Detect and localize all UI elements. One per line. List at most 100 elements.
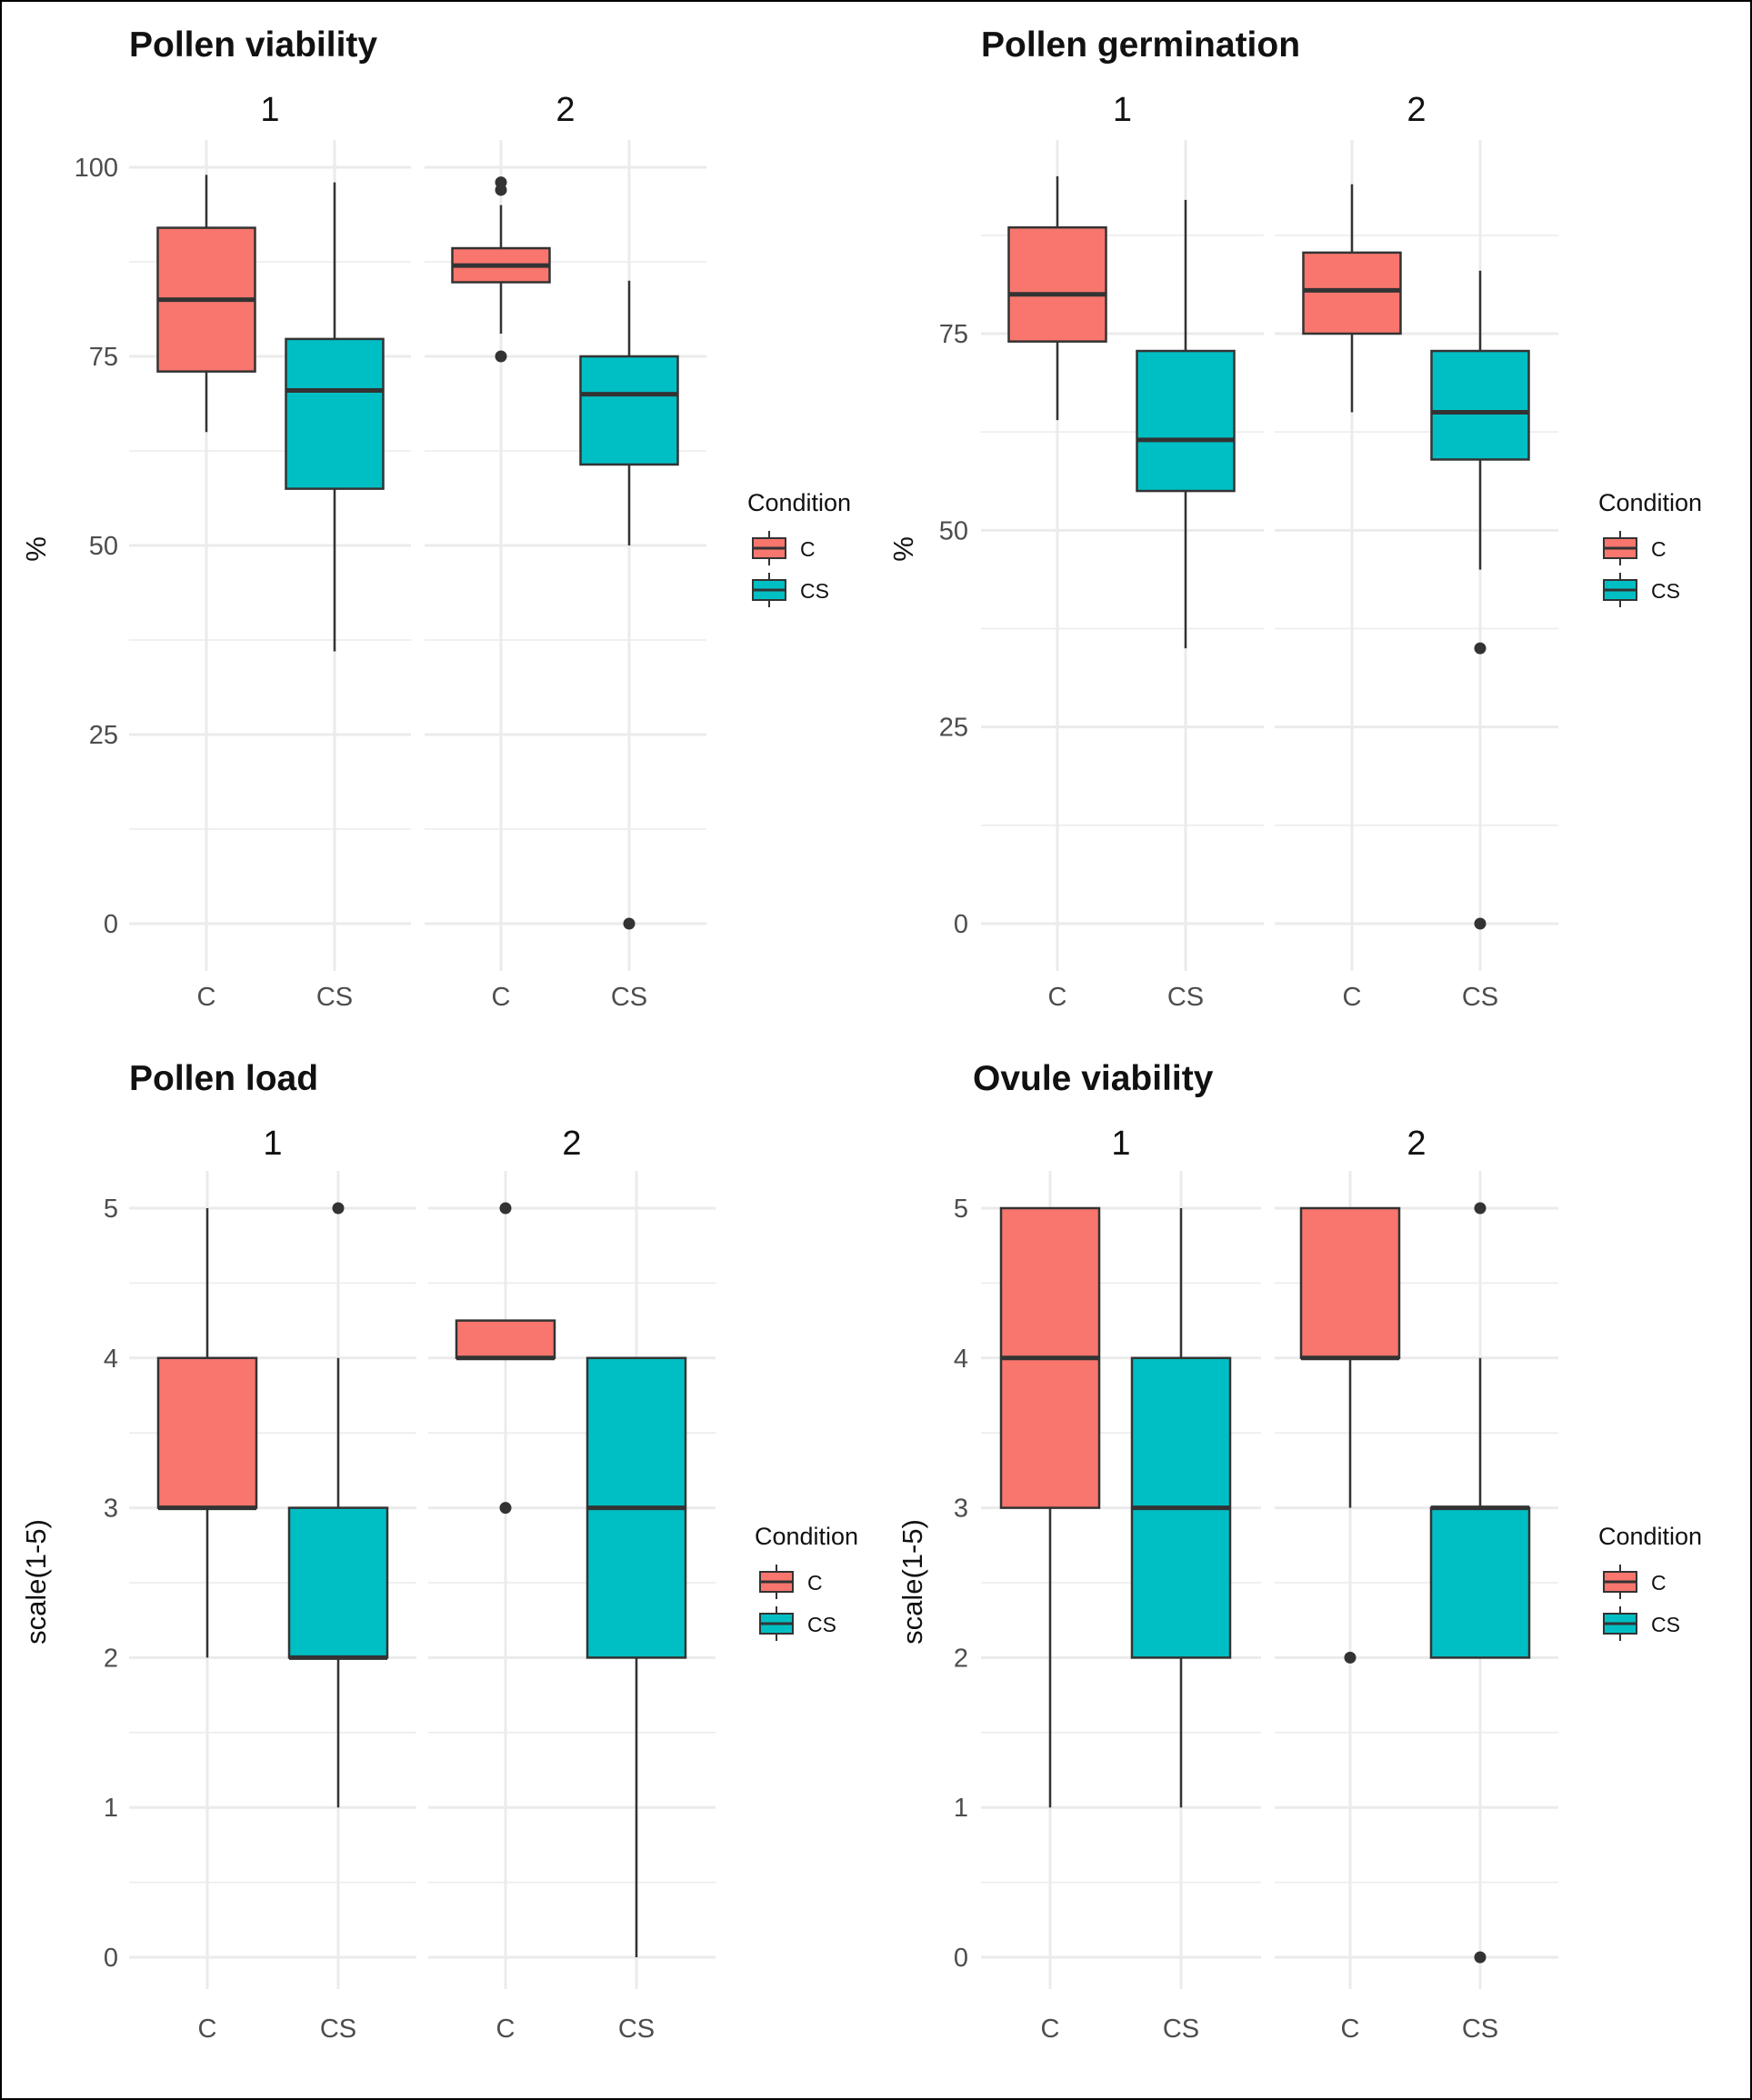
y-tick-label: 0 <box>954 1944 968 1973</box>
x-tick-label: C <box>197 983 216 1012</box>
box-CS <box>1429 1202 1531 1964</box>
legend-entry-CS: CS <box>759 1606 836 1641</box>
legend-title: Condition <box>1598 489 1702 516</box>
box-CS <box>1136 199 1236 649</box>
box-CS <box>287 1202 389 1808</box>
outlier-point <box>332 1202 345 1215</box>
facet-strip-label: 2 <box>556 91 575 129</box>
facet-2: 2 C CS <box>1275 1125 1558 2044</box>
y-tick-label: 3 <box>104 1495 118 1524</box>
outlier-point <box>499 1502 512 1515</box>
y-tick-label: 2 <box>104 1644 118 1673</box>
box-C <box>156 1208 258 1658</box>
y-tick-label: 0 <box>104 1944 118 1973</box>
legend: Condition C CS <box>755 1523 858 1641</box>
box-C <box>1302 184 1402 413</box>
box-C <box>1299 1206 1401 1664</box>
legend-entry-CS: CS <box>1603 1606 1680 1641</box>
legend-label: C <box>800 537 816 561</box>
outlier-point <box>499 1202 512 1215</box>
outlier-point <box>623 917 636 930</box>
facet-1: 1 C CS <box>129 91 411 1012</box>
legend-label: CS <box>807 1613 836 1636</box>
box-C <box>1007 175 1107 421</box>
y-tick-label: 75 <box>939 320 968 349</box>
panel-title: Ovule viability <box>973 1059 1214 1098</box>
legend: Condition C CS <box>1598 1523 1702 1641</box>
x-tick-label: CS <box>611 983 647 1012</box>
y-tick-label: 1 <box>104 1794 118 1823</box>
legend-label: C <box>807 1571 823 1595</box>
panel-title: Pollen load <box>129 1059 318 1098</box>
x-tick-label: C <box>496 2015 516 2044</box>
box-iqr <box>579 355 679 466</box>
x-tick-label: CS <box>316 983 353 1012</box>
y-tick-label: 5 <box>954 1195 968 1224</box>
y-tick-label: 50 <box>939 516 968 545</box>
panel-title: Pollen germination <box>981 25 1300 65</box>
outlier-point <box>495 184 507 196</box>
y-tick-label: 1 <box>954 1794 968 1823</box>
box-iqr <box>455 1319 556 1360</box>
box-CS <box>1130 1208 1232 1808</box>
box-iqr <box>287 1506 389 1659</box>
box-CS <box>285 182 385 652</box>
chart-panel-1: Pollen viability% 1 C CS 2 C CS 0 25 50 75 100 Condi… <box>20 25 851 1012</box>
legend-label: CS <box>1651 1613 1680 1636</box>
facet-1: 1 C CS <box>981 91 1264 1012</box>
y-tick-label: 3 <box>954 1495 968 1524</box>
legend-entry-C: C <box>1603 531 1667 565</box>
y-tick-label: 2 <box>954 1644 968 1673</box>
y-axis-label: % <box>887 536 919 562</box>
y-tick-label: 4 <box>954 1345 968 1374</box>
legend-entry-CS: CS <box>752 573 829 607</box>
x-tick-label: C <box>198 2015 217 2044</box>
y-tick-label: 75 <box>89 343 118 372</box>
legend-entry-CS: CS <box>1603 573 1680 607</box>
legend-title: Condition <box>1598 1523 1702 1550</box>
x-tick-label: CS <box>320 2015 356 2044</box>
outlier-point <box>1474 1202 1487 1215</box>
box-C <box>156 175 256 433</box>
outlier-point <box>495 350 507 363</box>
box-CS <box>579 280 679 930</box>
legend-label: CS <box>1651 579 1680 603</box>
y-axis-label: scale(1-5) <box>20 1519 52 1645</box>
box-iqr <box>1136 349 1236 493</box>
x-tick-label: C <box>492 983 511 1012</box>
facet-strip-label: 1 <box>1113 91 1132 129</box>
legend: Condition C CS <box>747 489 851 607</box>
x-tick-label: C <box>1048 983 1067 1012</box>
legend-title: Condition <box>747 489 851 516</box>
chart-panel-4: Ovule viability scale(1-5) 1 C CS 2 C CS 0 1 2 3 4 5 C… <box>896 1059 1702 2044</box>
facet-2: 2 C CS <box>1275 91 1558 1012</box>
box-CS <box>1430 270 1530 930</box>
outlier-point <box>1474 642 1487 655</box>
x-tick-label: CS <box>1167 983 1204 1012</box>
y-axis-label: scale(1-5) <box>896 1519 928 1645</box>
legend-label: C <box>1651 1571 1667 1595</box>
x-tick-label: CS <box>618 2015 655 2044</box>
box-iqr <box>1429 1506 1531 1659</box>
x-tick-label: C <box>1041 2015 1060 2044</box>
facet-2: 2 C CS <box>425 91 706 1012</box>
facet-strip-label: 2 <box>1407 1125 1426 1163</box>
panel-title: Pollen viability <box>129 25 377 65</box>
box-iqr <box>1430 349 1530 461</box>
legend: Condition C CS <box>1598 489 1702 607</box>
legend-label: C <box>1651 537 1667 561</box>
chart-panel-2: Pollen germination% 1 C CS 2 C CS 0 25 50 75 Condit… <box>887 25 1702 1012</box>
outlier-point <box>1474 1951 1487 1964</box>
y-tick-label: 100 <box>75 154 118 183</box>
y-axis-label: % <box>20 536 52 562</box>
y-tick-label: 25 <box>89 721 118 750</box>
box-iqr <box>1007 225 1107 343</box>
box-iqr <box>156 1356 258 1509</box>
y-tick-label: 0 <box>954 910 968 939</box>
outlier-point <box>1344 1651 1357 1664</box>
y-tick-label: 50 <box>89 532 118 561</box>
facet-strip-label: 2 <box>1407 91 1426 129</box>
x-tick-label: C <box>1343 983 1362 1012</box>
